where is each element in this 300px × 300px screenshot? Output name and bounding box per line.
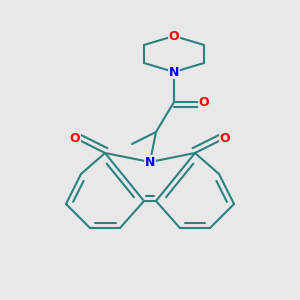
- Text: N: N: [169, 65, 179, 79]
- Text: O: O: [220, 131, 230, 145]
- Text: N: N: [145, 155, 155, 169]
- Text: O: O: [70, 131, 80, 145]
- Text: O: O: [199, 95, 209, 109]
- Text: O: O: [169, 29, 179, 43]
